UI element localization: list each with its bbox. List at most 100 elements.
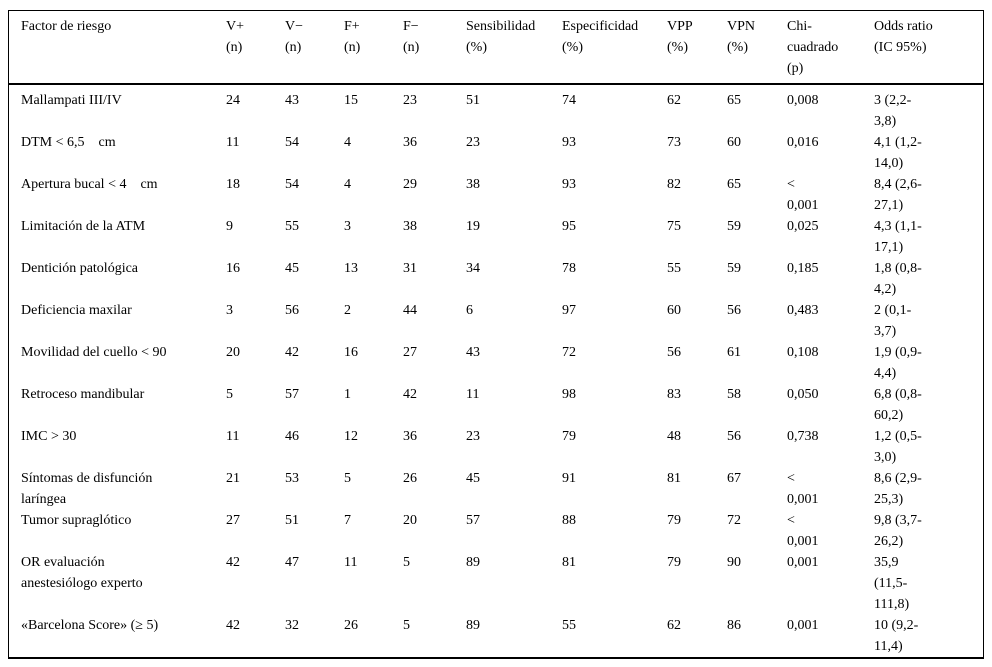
cell-v_neg: 43 [285,93,299,108]
cell-vpn: 56 [727,303,741,318]
cell-odds_ratio: 1,2 (0,5- 3,0) [874,429,922,465]
cell-sensibilidad: 6 [466,303,473,318]
cell-v_neg: 54 [285,135,299,150]
cell-f_pos: 16 [344,345,358,360]
cell-v_pos: 27 [226,513,240,528]
column-header-especificidad: Especificidad (%) [562,11,667,85]
cell-chi_p: 0,008 [787,93,819,108]
cell-v_pos: 11 [226,429,240,444]
cell-chi_p: < 0,001 [787,513,819,549]
cell-f_pos: 13 [344,261,358,276]
cell-vpn: 61 [727,345,741,360]
cell-f_neg: 36 [403,429,417,444]
cell-f_pos: 26 [344,618,358,633]
cell-v_neg: 47 [285,555,299,570]
cell-odds_ratio: 4,1 (1,2- 14,0) [874,135,922,171]
cell-f_neg: 31 [403,261,417,276]
cell-sensibilidad: 19 [466,219,480,234]
column-header-vpp: VPP (%) [667,11,727,85]
cell-v_neg: 57 [285,387,299,402]
table-row: Apertura bucal < 4 cm 18 54 4 29 38 93 82 65 < 0,… [9,174,983,216]
cell-v_neg: 45 [285,261,299,276]
table-row: Limitación de la ATM 9 55 3 38 19 95 75 59 0,025 4… [9,216,983,258]
cell-vpn: 86 [727,618,741,633]
cell-odds_ratio: 6,8 (0,8- 60,2) [874,387,922,423]
cell-v_neg: 55 [285,219,299,234]
cell-odds_ratio: 8,6 (2,9- 25,3) [874,471,922,507]
cell-especificidad: 93 [562,135,576,150]
cell-vpp: 81 [667,471,681,486]
cell-v_neg: 54 [285,177,299,192]
cell-vpn: 59 [727,219,741,234]
cell-sensibilidad: 11 [466,387,480,402]
cell-v_neg: 46 [285,429,299,444]
cell-odds_ratio: 1,9 (0,9- 4,4) [874,345,922,381]
cell-vpp: 56 [667,345,681,360]
cell-v_pos: 20 [226,345,240,360]
cell-chi_p: 0,016 [787,135,819,150]
cell-vpp: 48 [667,429,681,444]
cell-factor: OR evaluación anestesiólogo experto [21,555,143,591]
cell-especificidad: 97 [562,303,576,318]
table-row: OR evaluación anestesiólogo experto 42 47 1… [9,552,983,615]
cell-sensibilidad: 89 [466,555,480,570]
cell-v_pos: 11 [226,135,240,150]
cell-vpn: 58 [727,387,741,402]
cell-v_neg: 42 [285,345,299,360]
cell-f_neg: 5 [403,618,410,633]
cell-vpn: 65 [727,93,741,108]
cell-f_neg: 36 [403,135,417,150]
cell-chi_p: 0,025 [787,219,819,234]
cell-v_pos: 16 [226,261,240,276]
cell-vpp: 75 [667,219,681,234]
table-row: Deficiencia maxilar 3 56 2 44 6 97 60 56 0,483 2 (… [9,300,983,342]
cell-f_neg: 26 [403,471,417,486]
cell-f_pos: 11 [344,555,358,570]
cell-f_pos: 5 [344,471,351,486]
cell-sensibilidad: 23 [466,135,480,150]
cell-especificidad: 98 [562,387,576,402]
cell-factor: Apertura bucal < 4 cm [21,177,158,192]
cell-factor: DTM < 6,5 cm [21,135,116,150]
cell-factor: Dentición patológica [21,261,139,276]
cell-chi_p: 0,108 [787,345,819,360]
cell-f_pos: 3 [344,219,351,234]
cell-f_neg: 29 [403,177,417,192]
cell-especificidad: 55 [562,618,576,633]
cell-chi_p: 0,483 [787,303,819,318]
column-header-chi_p: Chi- cuadrado (p) [787,11,874,85]
cell-sensibilidad: 23 [466,429,480,444]
cell-odds_ratio: 8,4 (2,6- 27,1) [874,177,922,213]
cell-especificidad: 81 [562,555,576,570]
cell-factor: Mallampati III/IV [21,93,122,108]
cell-sensibilidad: 57 [466,513,480,528]
table-row: IMC > 30 11 46 12 36 23 79 48 56 0,738 1,2 (0,5- 3… [9,426,983,468]
column-header-sensibilidad: Sensibilidad (%) [466,11,562,85]
cell-vpp: 62 [667,93,681,108]
table-row: Síntomas de disfunción laríngea 21 53 5 26 45… [9,468,983,510]
cell-f_neg: 23 [403,93,417,108]
column-header-v_pos: V+ (n) [226,11,285,85]
cell-vpp: 79 [667,513,681,528]
cell-especificidad: 88 [562,513,576,528]
cell-v_pos: 42 [226,618,240,633]
cell-f_pos: 4 [344,177,351,192]
cell-f_neg: 27 [403,345,417,360]
table-row: Dentición patológica 16 45 13 31 34 78 55 59 0,18… [9,258,983,300]
cell-vpp: 55 [667,261,681,276]
cell-sensibilidad: 45 [466,471,480,486]
cell-vpn: 67 [727,471,741,486]
table-body: Mallampati III/IV 24 43 15 23 51 74 62 65 0,008 3 … [9,84,983,657]
table-row: Mallampati III/IV 24 43 15 23 51 74 62 65 0,008 3 … [9,84,983,132]
cell-factor: Limitación de la ATM [21,219,146,234]
risk-factor-table: Factor de riesgo V+ (n) V− (n) F+ (n) F− (n)… [9,11,983,657]
cell-vpp: 62 [667,618,681,633]
cell-f_neg: 20 [403,513,417,528]
cell-sensibilidad: 89 [466,618,480,633]
cell-f_pos: 7 [344,513,351,528]
cell-sensibilidad: 38 [466,177,480,192]
cell-v_pos: 9 [226,219,233,234]
cell-f_pos: 15 [344,93,358,108]
cell-especificidad: 79 [562,429,576,444]
